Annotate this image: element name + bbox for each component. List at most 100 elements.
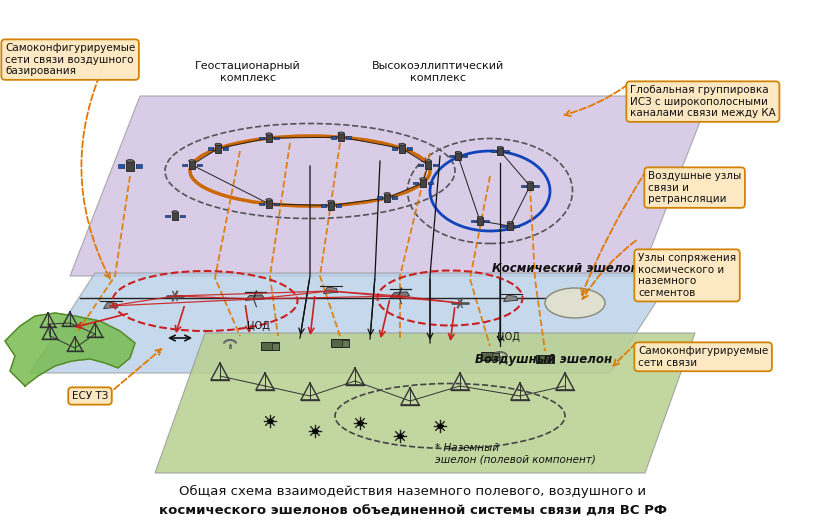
Bar bbox=[392, 196, 397, 199]
Bar bbox=[392, 147, 397, 150]
Bar bbox=[265, 134, 272, 142]
Bar bbox=[136, 165, 142, 168]
Bar bbox=[536, 355, 554, 363]
Bar bbox=[259, 202, 264, 205]
Bar bbox=[527, 183, 533, 190]
Bar bbox=[223, 147, 228, 150]
Polygon shape bbox=[245, 295, 265, 301]
Bar bbox=[413, 182, 418, 184]
Bar bbox=[265, 200, 272, 208]
Polygon shape bbox=[30, 273, 675, 373]
Polygon shape bbox=[504, 295, 518, 302]
Polygon shape bbox=[5, 313, 135, 386]
Bar bbox=[425, 161, 432, 169]
Bar bbox=[346, 136, 351, 139]
Bar bbox=[418, 164, 423, 166]
Text: Воздушные узлы
связи и
ретрансляции: Воздушные узлы связи и ретрансляции bbox=[648, 171, 741, 204]
Bar bbox=[428, 182, 433, 184]
Bar bbox=[521, 185, 526, 187]
Bar bbox=[180, 215, 185, 217]
Ellipse shape bbox=[265, 199, 272, 201]
Text: ЕСУ ТЗ: ЕСУ ТЗ bbox=[72, 391, 108, 401]
Polygon shape bbox=[390, 292, 410, 297]
Bar bbox=[189, 161, 195, 169]
Ellipse shape bbox=[384, 193, 390, 195]
Bar bbox=[384, 194, 390, 202]
Text: Высокоэллиптический
комплекс: Высокоэллиптический комплекс bbox=[372, 62, 504, 83]
Bar bbox=[274, 202, 279, 205]
Bar bbox=[485, 220, 489, 222]
Text: Глобальная группировка
ИСЗ с широкополосными
каналами связи между КА: Глобальная группировка ИСЗ с широкополос… bbox=[630, 85, 776, 118]
Bar bbox=[501, 225, 505, 227]
Ellipse shape bbox=[419, 178, 426, 180]
Bar bbox=[492, 353, 499, 361]
Text: Космический эшелон: Космический эшелон bbox=[492, 262, 638, 276]
Bar bbox=[327, 201, 334, 210]
Bar bbox=[338, 133, 344, 141]
Ellipse shape bbox=[507, 221, 513, 224]
Bar bbox=[497, 148, 503, 155]
Text: Общая схема взаимодействия наземного полевого, воздушного и: Общая схема взаимодействия наземного пол… bbox=[179, 484, 647, 498]
Bar bbox=[514, 225, 519, 227]
Bar bbox=[534, 185, 539, 187]
Bar bbox=[261, 341, 279, 350]
Bar bbox=[477, 217, 483, 225]
Bar bbox=[399, 144, 405, 152]
Bar bbox=[407, 147, 412, 150]
Ellipse shape bbox=[497, 147, 503, 149]
Bar bbox=[455, 152, 461, 160]
Polygon shape bbox=[155, 333, 695, 473]
Bar bbox=[272, 342, 279, 350]
Text: Самоконфигурируемые
сети связи воздушного
базирования: Самоконфигурируемые сети связи воздушног… bbox=[5, 43, 136, 76]
Bar bbox=[259, 137, 264, 140]
Bar bbox=[449, 155, 453, 157]
Polygon shape bbox=[70, 96, 710, 276]
Text: космического эшелонов объединенной системы связи для ВС РФ: космического эшелонов объединенной систе… bbox=[159, 504, 667, 518]
Bar bbox=[182, 164, 187, 166]
Bar bbox=[504, 150, 509, 152]
Bar bbox=[208, 147, 213, 150]
Bar bbox=[197, 164, 202, 166]
Bar bbox=[321, 204, 326, 207]
Polygon shape bbox=[103, 302, 117, 309]
Bar bbox=[331, 136, 336, 139]
Ellipse shape bbox=[172, 211, 178, 213]
Text: Воздушный эшелон: Воздушный эшелон bbox=[475, 353, 612, 365]
Bar bbox=[229, 345, 232, 348]
Ellipse shape bbox=[545, 288, 605, 318]
Polygon shape bbox=[323, 287, 337, 294]
Text: Узлы сопряжения
космического и
наземного
сегментов: Узлы сопряжения космического и наземного… bbox=[638, 253, 736, 298]
Bar bbox=[331, 339, 349, 347]
Bar bbox=[215, 144, 222, 152]
Ellipse shape bbox=[399, 143, 405, 145]
Text: ЦОД: ЦОД bbox=[246, 321, 270, 331]
Ellipse shape bbox=[455, 151, 461, 153]
Bar bbox=[547, 356, 554, 363]
Bar bbox=[274, 137, 279, 140]
Ellipse shape bbox=[477, 216, 483, 218]
Bar bbox=[342, 340, 349, 347]
Bar bbox=[419, 179, 426, 187]
Bar bbox=[507, 222, 513, 229]
Ellipse shape bbox=[189, 160, 195, 162]
Bar bbox=[433, 164, 438, 166]
Bar bbox=[172, 212, 178, 220]
Ellipse shape bbox=[265, 133, 272, 135]
Text: Самоконфигурируемые
сети связи: Самоконфигурируемые сети связи bbox=[638, 346, 768, 367]
Ellipse shape bbox=[527, 181, 533, 184]
Text: ЦОД: ЦОД bbox=[496, 332, 519, 342]
Ellipse shape bbox=[338, 132, 344, 134]
Ellipse shape bbox=[215, 143, 222, 145]
Bar bbox=[377, 196, 382, 199]
Bar bbox=[462, 155, 466, 157]
Bar bbox=[481, 352, 499, 361]
Bar bbox=[499, 358, 501, 361]
Text: Геостационарный
комплекс: Геостационарный комплекс bbox=[195, 62, 301, 83]
Bar bbox=[471, 220, 476, 222]
Ellipse shape bbox=[327, 200, 334, 203]
Ellipse shape bbox=[127, 159, 134, 162]
Text: * Наземный
эшелон (полевой компонент): * Наземный эшелон (полевой компонент) bbox=[435, 443, 595, 465]
Bar bbox=[118, 165, 124, 168]
Bar bbox=[491, 150, 495, 152]
Ellipse shape bbox=[425, 160, 432, 162]
